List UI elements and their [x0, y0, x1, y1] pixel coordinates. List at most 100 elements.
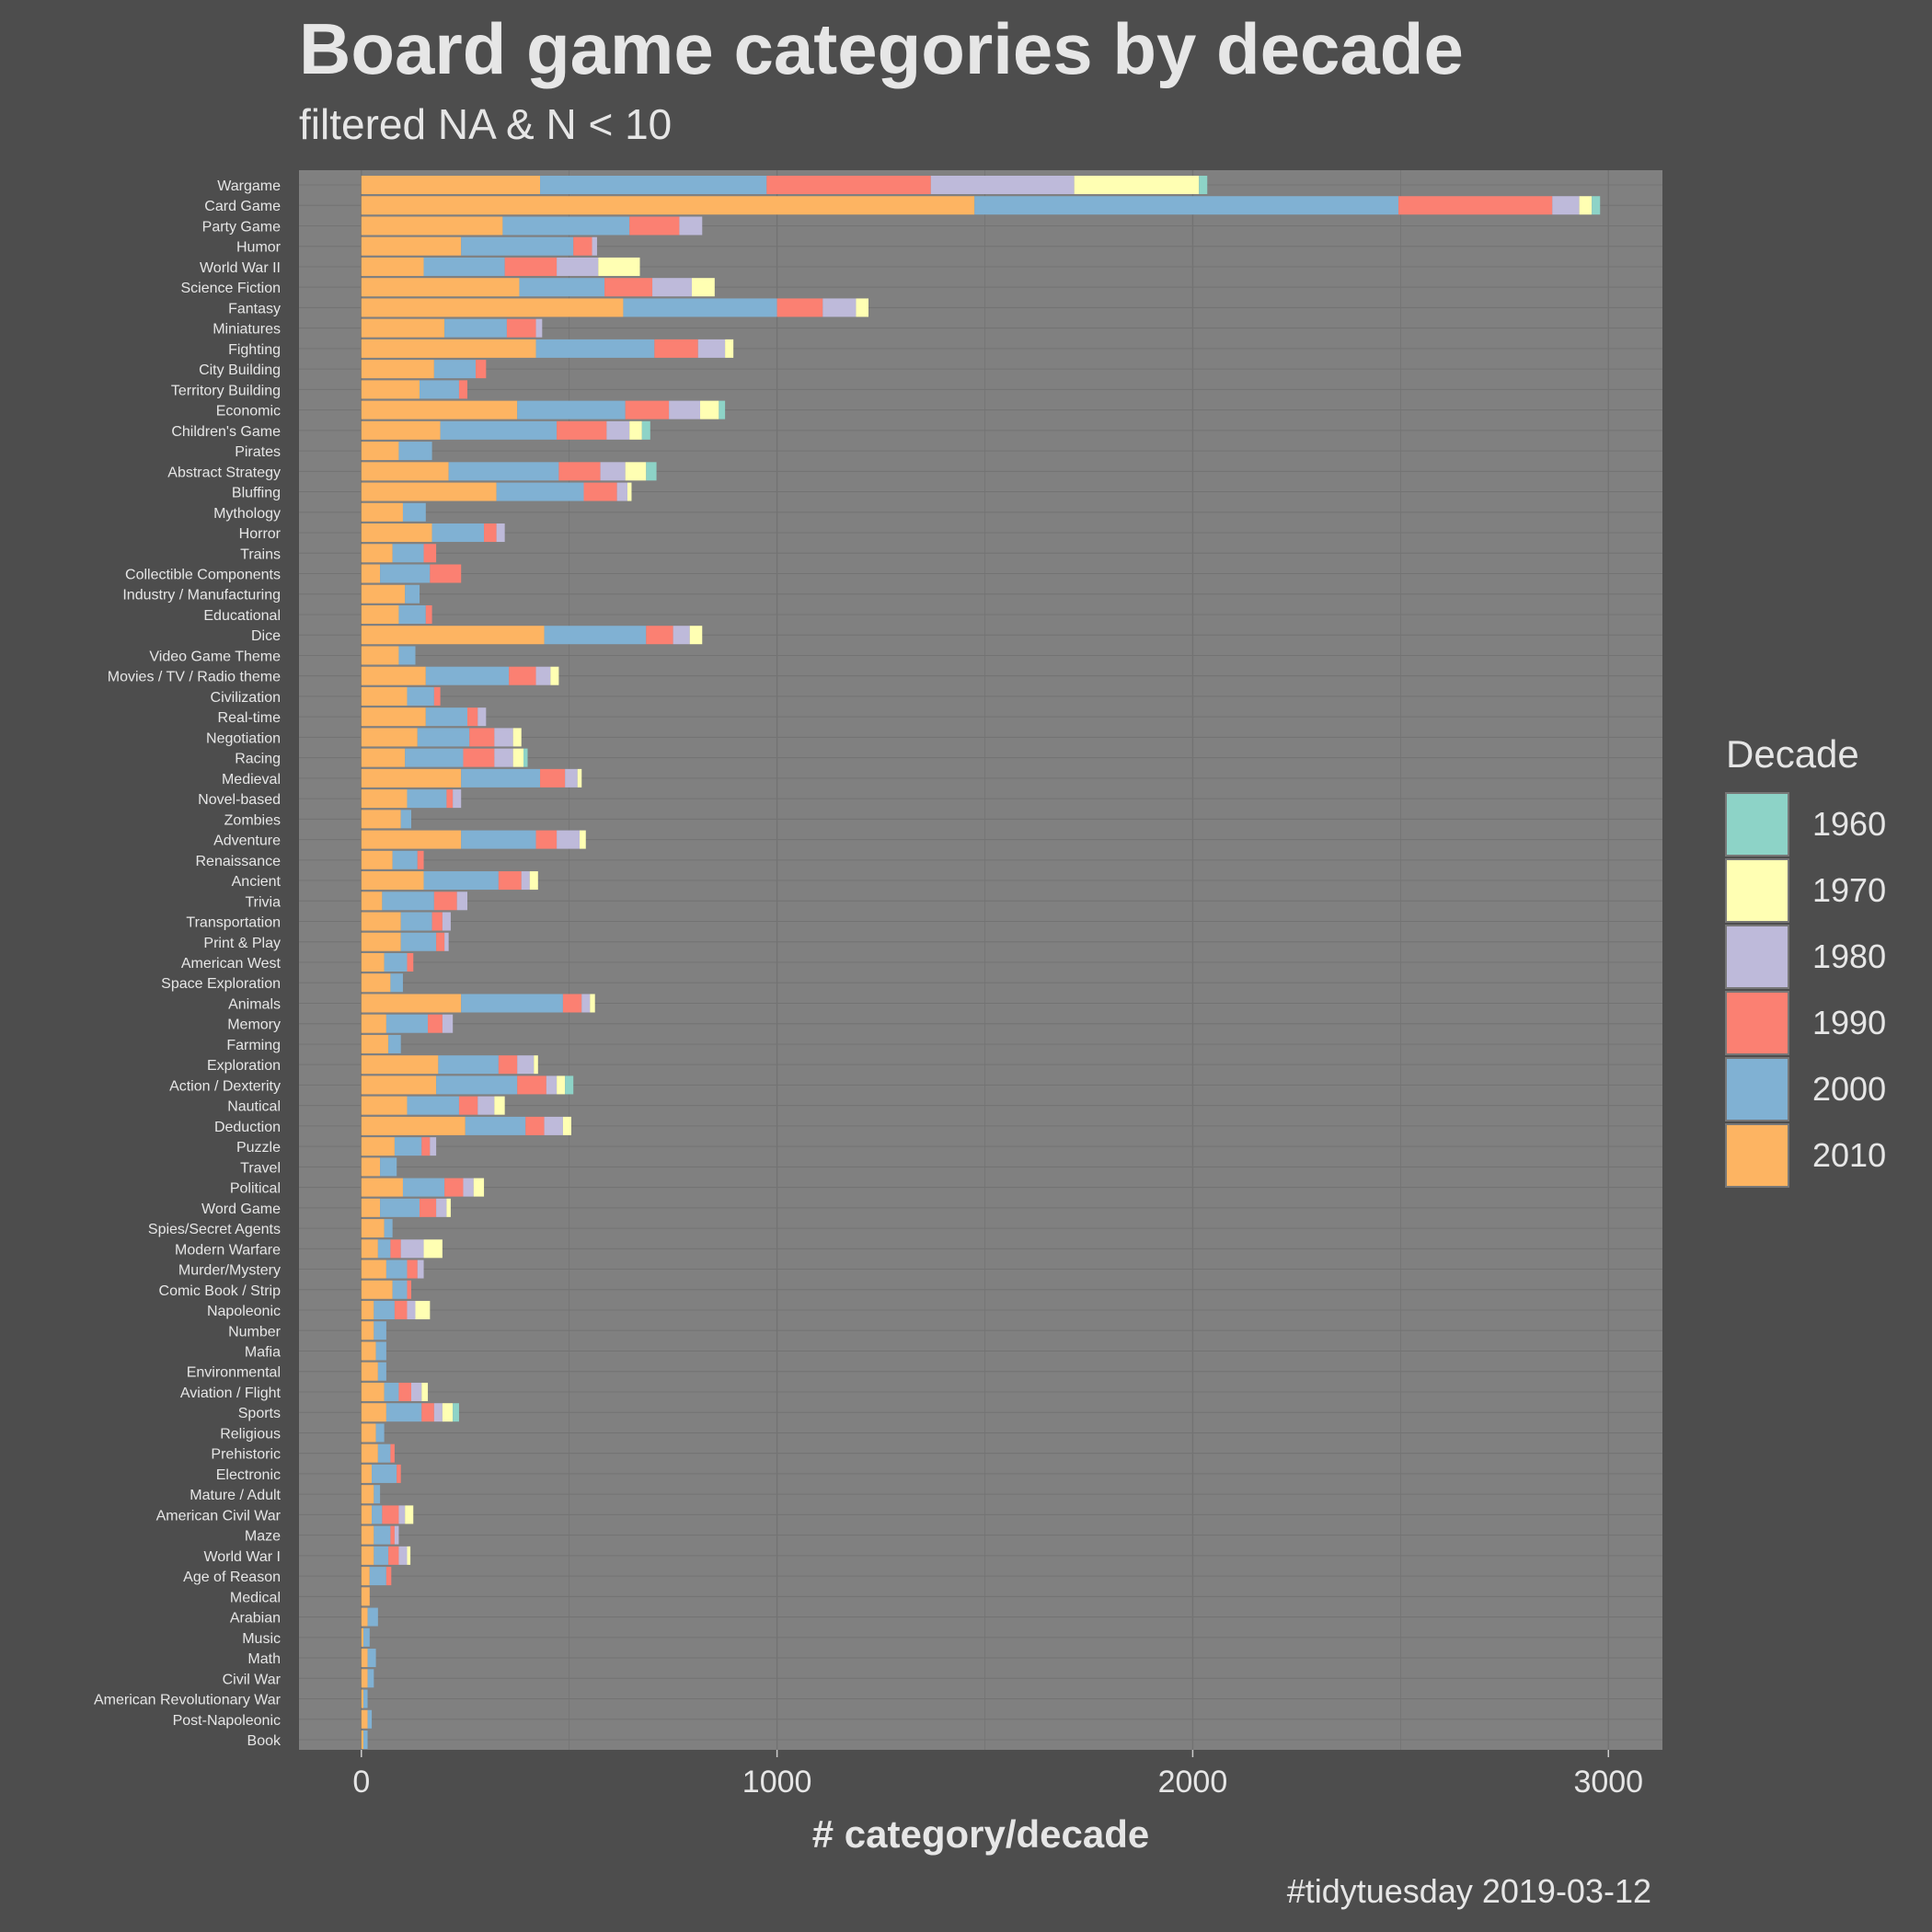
bar-civilization-1990 [433, 686, 441, 706]
category-label: Negotiation [206, 730, 281, 746]
bar-world-war-i-2000 [374, 1546, 389, 1565]
bar-humor-1990 [573, 236, 592, 256]
bar-comic-book-strip-2000 [392, 1280, 408, 1299]
bar-bluffing-1970 [627, 482, 632, 501]
bar-maze-1980 [394, 1525, 399, 1545]
bar-farming-2000 [388, 1034, 401, 1053]
bar-american-civil-war-1980 [398, 1505, 406, 1524]
bar-american-revolutionary-war-2010 [361, 1689, 364, 1708]
category-label: Exploration [207, 1058, 281, 1074]
bar-party-game-1990 [629, 216, 680, 236]
category-label: World War II [200, 260, 281, 276]
bar-exploration-1970 [534, 1055, 538, 1075]
category-label: Novel-based [198, 792, 281, 808]
bar-world-war-i-1980 [398, 1546, 408, 1565]
category-label: Space Exploration [161, 976, 281, 992]
bar-wargame-2000 [540, 175, 767, 195]
bar-wargame-1960 [1199, 175, 1208, 195]
bar-dice-1970 [689, 626, 703, 645]
bar-exploration-2000 [438, 1055, 499, 1075]
category-label: Humor [236, 240, 282, 256]
bar-territory-building-2010 [361, 380, 420, 399]
bar-fantasy-1990 [776, 298, 823, 317]
bar-world-war-i-2010 [361, 1546, 374, 1565]
bar-trivia-1990 [433, 891, 457, 911]
bar-political-2000 [402, 1178, 445, 1197]
bar-racing-1960 [523, 748, 528, 767]
category-label: Music [242, 1631, 281, 1647]
bar-collectible-components-2010 [361, 564, 381, 583]
category-label: Fighting [228, 342, 281, 358]
bar-novel-based-2000 [407, 789, 447, 809]
bar-city-building-1990 [476, 360, 487, 379]
legend-title: Decade [1726, 732, 1859, 776]
bar-children-s-game-1990 [557, 420, 607, 440]
category-label: Wargame [217, 178, 281, 194]
category-label: Electronic [216, 1467, 281, 1483]
category-label: Transportation [186, 915, 281, 931]
legend-label: 1970 [1812, 871, 1886, 909]
category-label: American Revolutionary War [94, 1693, 282, 1708]
legend-label: 1990 [1812, 1004, 1886, 1041]
category-label: Miniatures [213, 322, 281, 338]
bar-ancient-2010 [361, 871, 424, 891]
bar-post-napoleonic-2000 [367, 1709, 373, 1729]
legend: Decade 1960 1970 1980 1990 2000 2010 [1725, 732, 1886, 1188]
bar-maze-2000 [374, 1525, 391, 1545]
bar-dice-2000 [544, 626, 647, 645]
bar-fantasy-1980 [822, 298, 857, 317]
bar-mature-adult-2010 [361, 1485, 374, 1504]
bar-racing-2010 [361, 748, 406, 767]
bar-world-war-i-1970 [407, 1546, 411, 1565]
bar-religious-2000 [375, 1423, 385, 1443]
bar-abstract-strategy-2000 [448, 462, 559, 481]
bar-science-fiction-2000 [519, 278, 605, 297]
bar-humor-1980 [592, 236, 597, 256]
bar-space-exploration-2000 [390, 973, 403, 993]
bar-adventure-1970 [579, 830, 586, 849]
bar-economic-1990 [625, 400, 670, 420]
category-label: Territory Building [171, 383, 281, 398]
bar-real-time-1990 [466, 707, 478, 727]
bar-card-game-2000 [974, 196, 1399, 215]
bar-mafia-2000 [375, 1341, 386, 1361]
bar-political-1970 [473, 1178, 485, 1197]
bar-transportation-2010 [361, 912, 401, 931]
bar-number-2010 [361, 1321, 374, 1340]
bar-exploration-1990 [498, 1055, 518, 1075]
bar-adventure-1990 [535, 830, 558, 849]
bar-electronic-1990 [397, 1464, 401, 1483]
bar-collectible-components-1990 [430, 564, 462, 583]
bar-maze-2010 [361, 1525, 374, 1545]
bar-real-time-2000 [425, 707, 467, 727]
bar-fantasy-2000 [623, 298, 777, 317]
bar-wargame-2010 [361, 175, 541, 195]
bar-mature-adult-2000 [374, 1485, 381, 1504]
category-label: Civil War [223, 1672, 282, 1687]
category-label: Industry / Manufacturing [122, 588, 281, 604]
category-label: Word Game [201, 1202, 281, 1217]
category-label: Trivia [245, 894, 281, 910]
bar-world-war-ii-2010 [361, 257, 424, 276]
bar-fighting-1970 [725, 339, 734, 358]
category-label: Nautical [227, 1099, 281, 1115]
bar-trains-1990 [423, 544, 437, 563]
bar-civilization-2000 [407, 686, 434, 706]
bar-card-game-1970 [1579, 196, 1593, 215]
bar-political-2010 [361, 1178, 403, 1197]
bar-fantasy-1970 [856, 298, 869, 317]
bar-pirates-2000 [398, 442, 432, 461]
bar-american-revolutionary-war-2000 [363, 1689, 368, 1708]
bar-medieval-2000 [461, 768, 541, 788]
bar-age-of-reason-2010 [361, 1567, 370, 1586]
bar-fighting-2010 [361, 339, 536, 358]
bar-card-game-2010 [361, 196, 975, 215]
category-label: Civilization [211, 690, 281, 706]
bar-wargame-1970 [1074, 175, 1200, 195]
bar-movies-tv-radio-theme-1980 [535, 666, 551, 685]
bar-medieval-2010 [361, 768, 462, 788]
bar-modern-warfare-1970 [423, 1239, 443, 1259]
category-label: Ancient [232, 874, 282, 890]
bar-print-play-1980 [444, 932, 449, 951]
